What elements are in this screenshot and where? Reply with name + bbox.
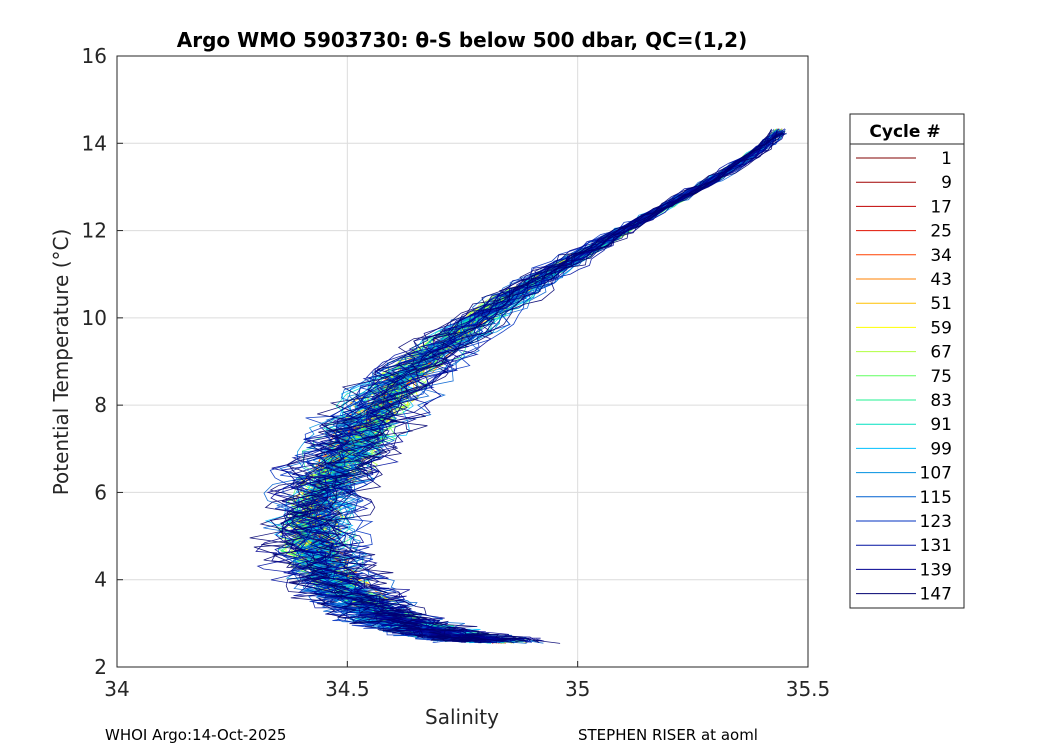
x-tick-label: 35 <box>565 677 590 701</box>
y-tick-label: 12 <box>82 219 107 243</box>
profile-line <box>283 131 777 643</box>
legend: Cycle # 1 9 17 25 34 43 51 59 67 75 83 91 99 107 115 12… <box>849 113 965 609</box>
legend-label: 91 <box>930 415 952 435</box>
profile-line <box>307 130 785 642</box>
legend-label: 83 <box>930 391 952 411</box>
y-tick-label: 8 <box>94 393 107 417</box>
x-tick-label: 34.5 <box>325 677 370 701</box>
chart-title: Argo WMO 5903730: θ-S below 500 dbar, QC… <box>177 28 747 52</box>
legend-label: 17 <box>930 197 952 217</box>
legend-label: 67 <box>930 343 952 363</box>
y-tick-label: 6 <box>94 480 107 504</box>
y-axis-label: Potential Temperature (°C) <box>49 229 73 496</box>
x-tick-label: 35.5 <box>786 677 831 701</box>
x-axis-label: Salinity <box>425 705 499 729</box>
legend-title: Cycle # <box>869 122 940 142</box>
legend-label: 147 <box>920 585 952 605</box>
y-tick-label: 10 <box>82 306 107 330</box>
legend-label: 99 <box>930 439 952 459</box>
legend-label: 25 <box>930 222 952 242</box>
profile-line <box>269 132 787 643</box>
profile-line <box>261 133 779 644</box>
legend-label: 107 <box>920 464 952 484</box>
legend-label: 123 <box>920 512 952 532</box>
axis-ticks: 34 34.5 35 35.5 2 4 6 8 10 12 14 16 <box>82 44 831 701</box>
footer-right-text: STEPHEN RISER at aoml <box>578 726 758 744</box>
y-tick-label: 14 <box>82 131 107 155</box>
x-tick-label: 34 <box>104 677 129 701</box>
legend-label: 75 <box>930 367 952 387</box>
legend-label: 139 <box>920 560 952 580</box>
legend-label: 51 <box>930 294 952 314</box>
legend-label: 9 <box>941 173 952 193</box>
legend-label: 115 <box>920 488 952 508</box>
legend-label: 1 <box>941 149 952 169</box>
profile-lines <box>249 128 787 644</box>
profile-line <box>281 133 785 642</box>
y-tick-label: 2 <box>94 655 107 679</box>
plot-frame <box>116 55 809 668</box>
legend-label: 131 <box>920 536 952 556</box>
y-tick-label: 4 <box>94 568 107 592</box>
y-tick-label: 16 <box>82 44 107 68</box>
legend-box <box>849 113 965 609</box>
legend-label: 43 <box>930 270 952 290</box>
legend-label: 34 <box>930 246 952 266</box>
footer-left-text: WHOI Argo:14-Oct-2025 <box>105 726 287 744</box>
legend-label: 59 <box>930 318 952 338</box>
legend-entries: 1 9 17 25 34 43 51 59 67 75 83 91 99 107 115 123 131 139 1… <box>856 149 952 605</box>
